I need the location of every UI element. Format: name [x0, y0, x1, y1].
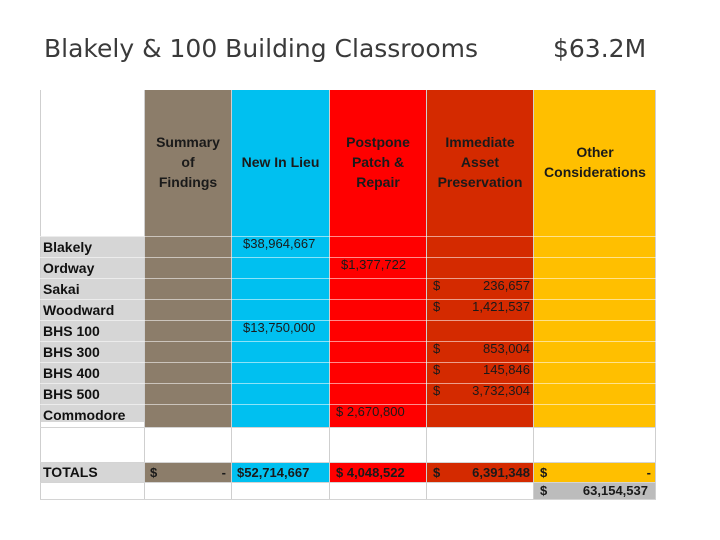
row-label-sakai: Sakai — [43, 281, 80, 297]
currency-imm-bhs-300: $ — [433, 341, 441, 356]
value-postpone-ordway: $1,377,722 — [341, 257, 407, 272]
value-imm-woodward: 1,421,537 — [472, 299, 530, 314]
totals-label-cell — [40, 462, 144, 482]
value-postpone-commodore: $ 2,670,800 — [336, 404, 405, 419]
currency-imm-woodward: $ — [433, 299, 441, 314]
grand-total-value: 63,154,537 — [582, 483, 648, 498]
grand-total-currency: $ — [540, 483, 548, 498]
totals-new-cell — [232, 462, 329, 482]
totals-postpone-value: $ 4,048,522 — [336, 465, 405, 480]
header-summary: Summary of Findings — [156, 134, 220, 190]
totals-summary-currency: $ — [150, 465, 158, 480]
row-label-bhs-300: BHS 300 — [43, 344, 100, 360]
header-other: Other Considerations — [544, 144, 646, 180]
new-in-lieu-column — [232, 90, 329, 427]
summary-column — [145, 90, 231, 427]
value-new-blakely: $38,964,667 — [243, 236, 316, 251]
currency-imm-bhs-500: $ — [433, 383, 441, 398]
row-label-blakely: Blakely — [43, 239, 93, 255]
totals-summary-value: - — [221, 465, 226, 480]
row-label-woodward: Woodward — [43, 302, 115, 318]
value-imm-bhs-400: 145,846 — [483, 362, 530, 377]
value-imm-bhs-500: 3,732,304 — [472, 383, 530, 398]
postpone-column — [330, 90, 426, 427]
other-column — [534, 90, 656, 427]
value-new-bhs-100: $13,750,000 — [243, 320, 316, 335]
row-label-column — [40, 236, 144, 422]
currency-imm-bhs-400: $ — [433, 362, 441, 377]
totals-other-value: - — [646, 465, 651, 480]
slide-title: Blakely & 100 Building Classrooms — [44, 34, 479, 63]
row-label-bhs-500: BHS 500 — [43, 386, 100, 402]
header-postpone: Postpone Patch & Repair — [346, 134, 410, 190]
totals-new-value: $52,714,667 — [237, 465, 310, 480]
row-label-commodore: Commodore — [43, 407, 126, 423]
currency-imm-sakai: $ — [433, 278, 441, 293]
header-immediate: Immediate Asset Preservation — [437, 134, 523, 190]
totals-immediate-cell — [427, 462, 533, 482]
totals-immediate-currency: $ — [433, 465, 441, 480]
totals-summary-cell — [145, 462, 231, 482]
findings-table: Summary of Findings New In Lieu Postpone… — [40, 90, 656, 500]
totals-other-cell — [534, 462, 656, 482]
totals-other-currency: $ — [540, 465, 548, 480]
slide-total: $63.2M — [553, 34, 647, 63]
header-new-in-lieu: New In Lieu — [241, 154, 320, 170]
totals-label: TOTALS — [43, 464, 98, 480]
grand-total-cell — [534, 482, 656, 500]
row-label-bhs-400: BHS 400 — [43, 365, 100, 381]
value-imm-bhs-300: 853,004 — [483, 341, 530, 356]
row-label-ordway: Ordway — [43, 260, 95, 276]
immediate-column — [427, 90, 533, 427]
value-imm-sakai: 236,657 — [483, 278, 530, 293]
totals-postpone-cell — [330, 462, 426, 482]
totals-immediate-value: 6,391,348 — [472, 465, 530, 480]
row-label-bhs-100: BHS 100 — [43, 323, 100, 339]
